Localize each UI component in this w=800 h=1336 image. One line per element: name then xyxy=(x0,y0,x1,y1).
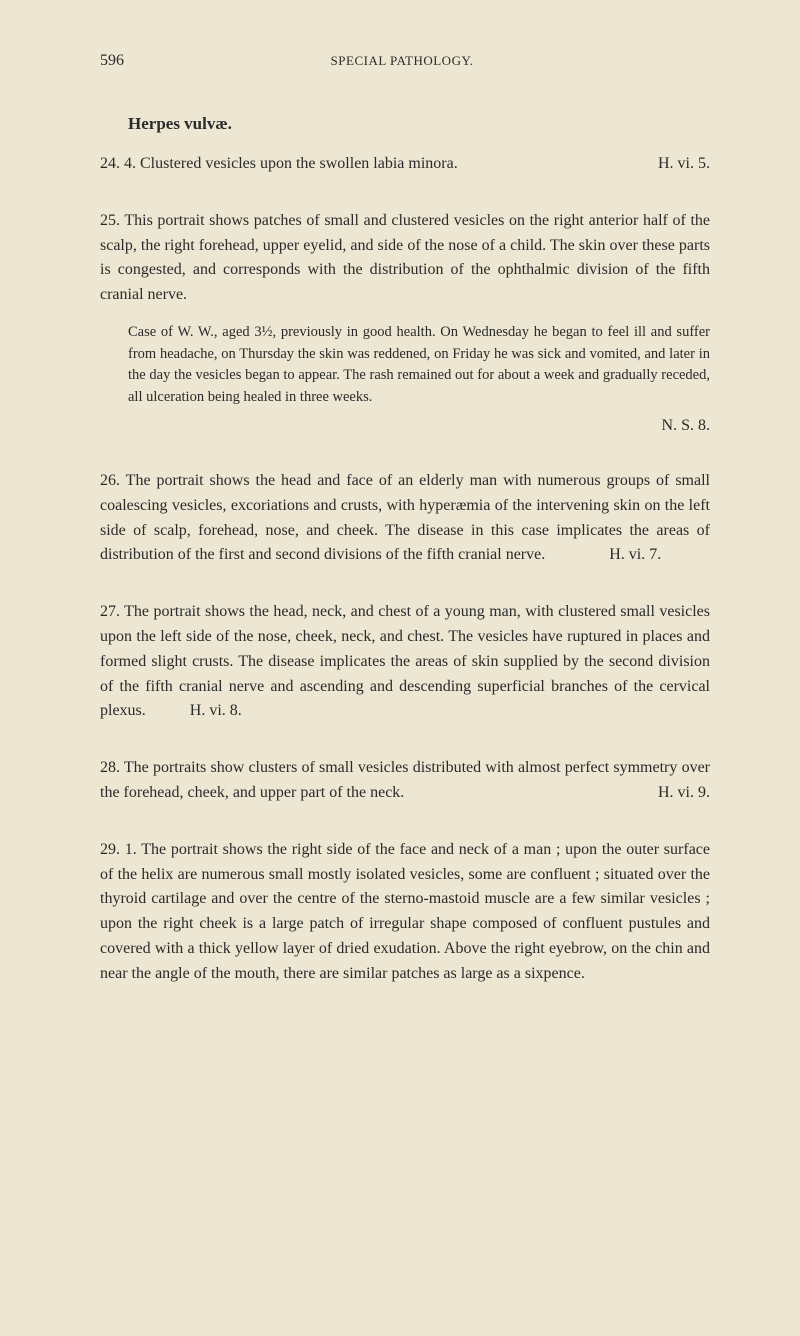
entry-25: 25. This portrait shows patches of small… xyxy=(100,209,710,308)
entry-29: 29. 1. The portrait shows the right side… xyxy=(100,838,710,987)
entry-number: 25. xyxy=(100,212,120,229)
page-header: 596 SPECIAL PATHOLOGY. xyxy=(100,52,710,70)
entry-27: 27. The portrait shows the head, neck, a… xyxy=(100,600,710,724)
entry-text: 4. Clustered vesicles upon the swollen l… xyxy=(124,155,458,172)
entry-28: 28. The portraits show clusters of small… xyxy=(100,756,710,806)
entry-26: 26. The portrait shows the head and face… xyxy=(100,469,710,568)
section-subheading: Herpes vulvæ. xyxy=(128,114,710,134)
entry-number: 26. xyxy=(100,472,120,489)
entry-number: 24. xyxy=(100,155,120,172)
entry-text: The portraits show clusters of small ves… xyxy=(100,759,710,801)
entry-text: This portrait shows patches of small and… xyxy=(100,212,710,303)
entry-24: H. vi. 5. 24. 4. Clustered vesicles upon… xyxy=(100,152,710,177)
case-note: Case of W. W., aged 3½, previously in go… xyxy=(128,322,710,409)
running-title: SPECIAL PATHOLOGY. xyxy=(331,53,474,69)
entry-ref: H. vi. 7. xyxy=(609,546,661,563)
page-number: 596 xyxy=(100,52,124,70)
entry-number: 29. xyxy=(100,841,120,858)
entry-ref: H. vi. 5. xyxy=(658,152,710,177)
entry-number: 27. xyxy=(100,603,120,620)
entry-ref: H. vi. 8. xyxy=(190,702,242,719)
entry-ref: H. vi. 9. xyxy=(658,781,710,806)
signature: N. S. 8. xyxy=(100,417,710,435)
entry-text: 1. The portrait shows the right side of … xyxy=(100,841,710,982)
entry-number: 28. xyxy=(100,759,120,776)
